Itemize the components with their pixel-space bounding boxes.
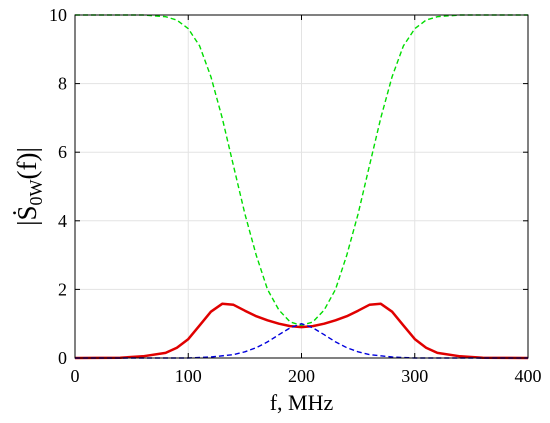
x-axis-label: f, MHz: [270, 390, 334, 415]
ticks: 0 100 200 300 400 0 2 4 6 8 10: [49, 5, 542, 386]
y-tick-label: 4: [58, 211, 67, 231]
x-tick-label: 300: [401, 366, 428, 386]
y-tick-label: 8: [58, 74, 67, 94]
series-group: [74, 14, 529, 360]
y-tick-label: 0: [58, 348, 67, 368]
x-tick-label: 200: [288, 366, 315, 386]
axis-labels: f, MHz |Ṡ0W(f)|: [12, 147, 334, 415]
x-tick-label: 400: [515, 366, 542, 386]
y-tick-label: 10: [49, 5, 67, 25]
series-line-0: [75, 14, 528, 327]
series-line-1: [74, 302, 529, 360]
x-tick-label: 0: [71, 366, 80, 386]
x-tick-label: 100: [175, 366, 202, 386]
grid: [74, 14, 529, 359]
series-line-2: [75, 323, 528, 359]
y-axis-label: |Ṡ0W(f)|: [12, 147, 46, 226]
y-tick-label: 2: [58, 279, 67, 299]
y-tick-label: 6: [58, 142, 67, 162]
